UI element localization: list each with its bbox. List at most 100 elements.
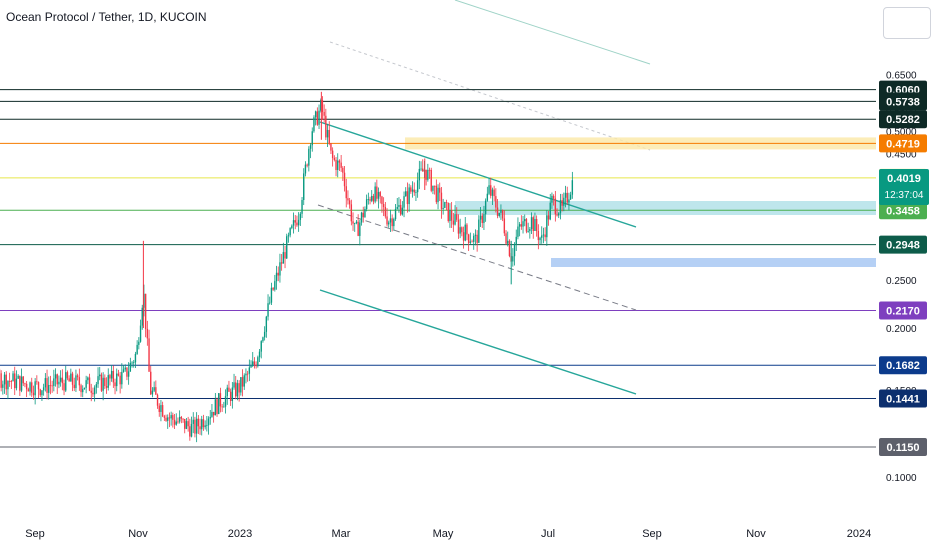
- candle-body: [422, 169, 423, 172]
- candle-body: [79, 377, 80, 385]
- x-axis-tick-label: Mar: [332, 528, 351, 540]
- candle-body: [527, 231, 528, 232]
- candle-body: [522, 221, 523, 226]
- candle-body: [182, 419, 183, 420]
- candle-body: [485, 201, 486, 215]
- candle-body: [512, 256, 513, 261]
- candle-body: [245, 374, 246, 376]
- level-price-label: 0.4719: [886, 138, 920, 150]
- x-axis-tick-label: Nov: [128, 528, 148, 540]
- x-axis-tick-label: Jul: [541, 528, 555, 540]
- candle-body: [138, 342, 139, 345]
- candle-body: [279, 262, 280, 275]
- candle-body: [313, 117, 314, 131]
- x-axis-tick-label: 2024: [847, 528, 871, 540]
- candle-body: [85, 380, 86, 388]
- candle-body: [33, 393, 34, 395]
- candle-body: [432, 186, 433, 191]
- candle-body: [298, 220, 299, 225]
- candle-body: [546, 215, 547, 237]
- candle-body: [218, 393, 219, 414]
- candle-body: [206, 425, 207, 426]
- candle-body: [425, 170, 426, 180]
- candle-body: [274, 281, 275, 290]
- candle-body: [301, 200, 302, 214]
- candle-body: [538, 231, 539, 240]
- candle-body: [26, 384, 27, 389]
- candle-body: [393, 219, 394, 226]
- candle-body: [145, 294, 146, 329]
- candle-body: [500, 210, 501, 213]
- candle-body: [536, 219, 537, 231]
- candle-body: [458, 220, 459, 234]
- candle-body: [465, 225, 466, 241]
- candle-body: [167, 417, 168, 420]
- candle-body: [116, 374, 117, 387]
- candle-body: [373, 196, 374, 202]
- candle-body: [291, 226, 292, 228]
- candle-body: [254, 361, 255, 364]
- candle-body: [48, 385, 49, 393]
- candle-body: [381, 196, 382, 204]
- candle-body: [402, 208, 403, 215]
- candle-body: [60, 378, 61, 382]
- candle-body: [94, 388, 95, 395]
- candle-body: [560, 200, 561, 213]
- candle-body: [380, 192, 381, 196]
- candle-body: [417, 180, 418, 192]
- candle-body: [305, 165, 306, 174]
- candle-body: [276, 273, 277, 281]
- candle-body: [135, 354, 136, 362]
- candle-body: [250, 366, 251, 367]
- candle-body: [533, 217, 534, 231]
- level-price-label: 0.3458: [886, 205, 920, 217]
- candle-body: [466, 225, 467, 235]
- candle-body: [553, 196, 554, 199]
- candle-body: [448, 203, 449, 221]
- candle-body: [109, 375, 110, 378]
- demand-zone-highlight: [551, 258, 876, 267]
- x-axis-tick-label: 2023: [228, 528, 252, 540]
- candle-body: [310, 145, 311, 149]
- candle-body: [296, 223, 297, 226]
- candle-body: [215, 399, 216, 415]
- candle-body: [505, 233, 506, 243]
- level-price-label: 0.2948: [886, 240, 920, 252]
- candle-body: [534, 219, 535, 231]
- candle-body: [453, 221, 454, 225]
- level-price-label: 0.5282: [886, 114, 920, 126]
- candle-body: [400, 205, 401, 215]
- candle-body: [444, 202, 445, 208]
- candle-body: [555, 199, 556, 215]
- candle-body: [82, 389, 83, 392]
- price-scale-settings-button[interactable]: [883, 7, 931, 39]
- candle-body: [255, 365, 256, 366]
- candle-body: [46, 378, 47, 393]
- candle-body: [34, 381, 35, 395]
- candle-body: [517, 227, 518, 237]
- candle-body: [152, 391, 153, 395]
- candle-body: [284, 252, 285, 258]
- candle-body: [329, 130, 330, 143]
- candle-body: [490, 185, 491, 196]
- candle-body: [317, 111, 318, 124]
- candle-body: [208, 419, 209, 426]
- candle-body: [164, 416, 165, 417]
- candle-body: [478, 220, 479, 243]
- candle-body: [21, 377, 22, 391]
- candle-body: [211, 412, 212, 417]
- candle-body: [102, 378, 103, 391]
- candle-body: [509, 241, 510, 256]
- candle-body: [247, 374, 248, 375]
- candle-body: [23, 377, 24, 384]
- candle-body: [40, 389, 41, 395]
- candle-body: [87, 377, 88, 380]
- candle-body: [526, 219, 527, 231]
- y-axis-tick-label: 0.2500: [886, 276, 917, 287]
- candle-body: [225, 396, 226, 406]
- candle-body: [176, 422, 177, 425]
- candle-body: [332, 151, 333, 158]
- candle-body: [11, 381, 12, 382]
